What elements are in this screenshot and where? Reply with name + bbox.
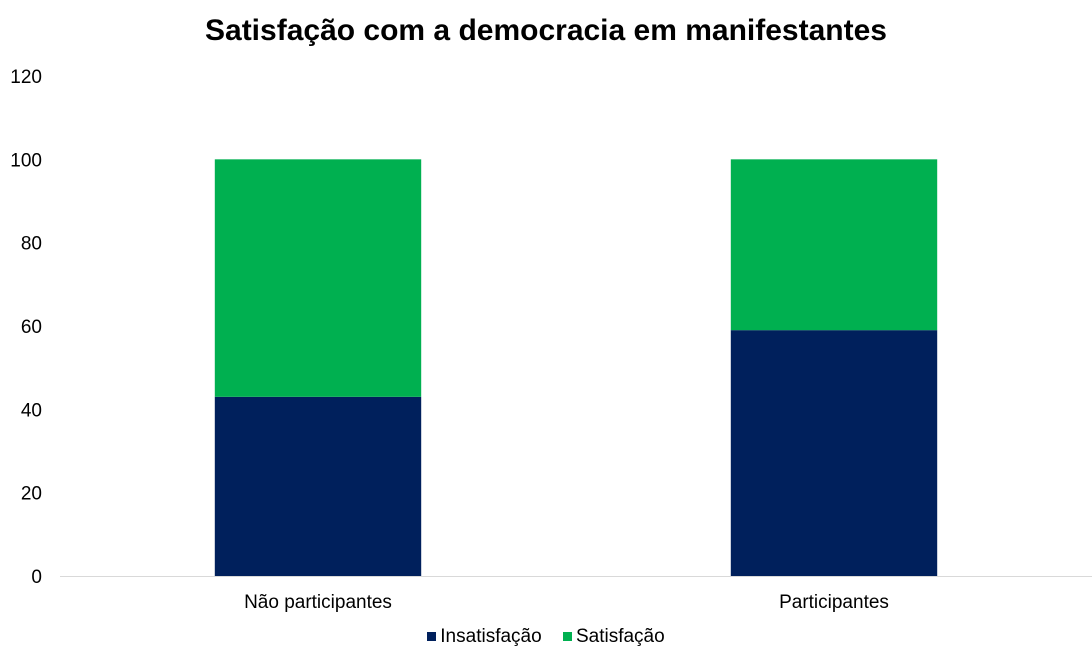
legend-item-satisfacao: Satisfação [562, 626, 665, 648]
bar-segment-insatisfacao [730, 330, 938, 576]
y-tick-label: 100 [10, 150, 42, 171]
legend: Insatisfação Satisfação [0, 626, 1092, 648]
x-axis: Não participantes Participantes [244, 592, 889, 613]
y-tick-label: 0 [31, 567, 42, 588]
legend-swatch-insatisfacao [427, 632, 437, 641]
x-tick-label: Não participantes [244, 592, 392, 613]
x-tick-label: Participantes [779, 592, 889, 613]
y-tick-label: 20 [21, 484, 42, 505]
legend-item-insatisfacao: Insatisfação [427, 626, 542, 648]
chart-title: Satisfação com a democracia em manifesta… [205, 14, 887, 47]
y-tick-label: 120 [10, 67, 42, 88]
y-axis: 0 20 40 60 80 100 120 [10, 67, 42, 588]
y-tick-label: 80 [21, 234, 42, 255]
bar-segment-insatisfacao [214, 396, 422, 576]
bar-segment-satisfacao [730, 159, 938, 331]
legend-label-insatisfacao: Insatisfação [440, 626, 542, 647]
bar-segment-satisfacao [214, 159, 422, 397]
legend-swatch-satisfacao [562, 632, 572, 641]
bars [214, 159, 938, 576]
y-tick-label: 40 [21, 400, 42, 421]
y-tick-label: 60 [21, 317, 42, 338]
legend-label-satisfacao: Satisfação [575, 626, 665, 647]
